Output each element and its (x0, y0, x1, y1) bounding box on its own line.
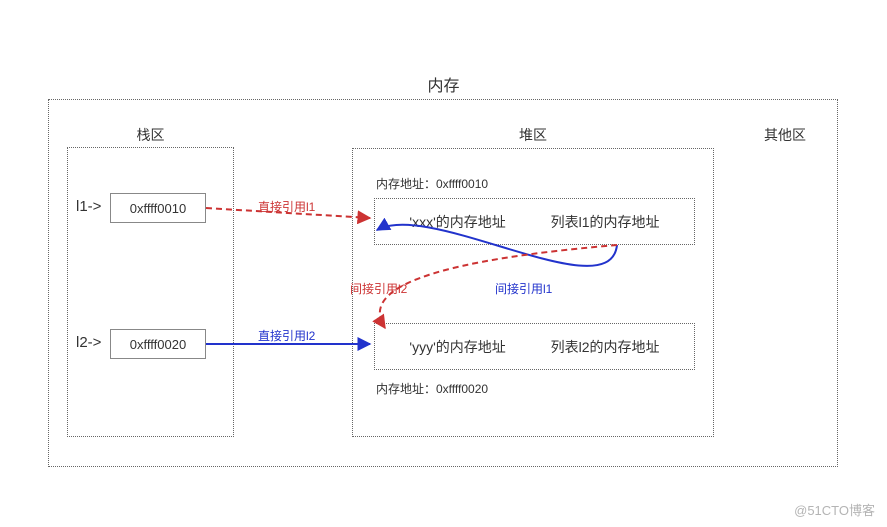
stack-region-box (67, 147, 234, 437)
heap-obj1-cell0: 'xxx'的内存地址 (409, 212, 505, 232)
heap-obj1-cell1: 列表l1的内存地址 (551, 212, 660, 232)
pointer-l1-label: l1-> (76, 198, 101, 215)
heap-obj2-box: 'yyy'的内存地址 列表l2的内存地址 (374, 323, 695, 370)
watermark-text: @51CTO博客 (794, 500, 875, 519)
pointer-l1-cell: 0xffff0010 (110, 193, 206, 223)
pointer-l2-value: 0xffff0020 (130, 337, 186, 352)
other-region-label: 其他区 (740, 125, 830, 145)
heap-obj2-cell0: 'yyy'的内存地址 (409, 337, 505, 357)
heap-obj2-cell1: 列表l2的内存地址 (551, 337, 660, 357)
stack-region-label: 栈区 (67, 125, 234, 145)
heap-obj1-addr: 内存地址：0xffff0010 (376, 175, 488, 192)
pointer-l2-cell: 0xffff0020 (110, 329, 206, 359)
pointer-l2-label: l2-> (76, 334, 101, 351)
heap-obj2-addr: 内存地址：0xffff0020 (376, 380, 488, 397)
pointer-l1-value: 0xffff0010 (130, 201, 186, 216)
heap-obj1-box: 'xxx'的内存地址 列表l1的内存地址 (374, 198, 695, 245)
heap-region-label: 堆区 (352, 125, 714, 145)
memory-title: 内存 (0, 72, 887, 96)
